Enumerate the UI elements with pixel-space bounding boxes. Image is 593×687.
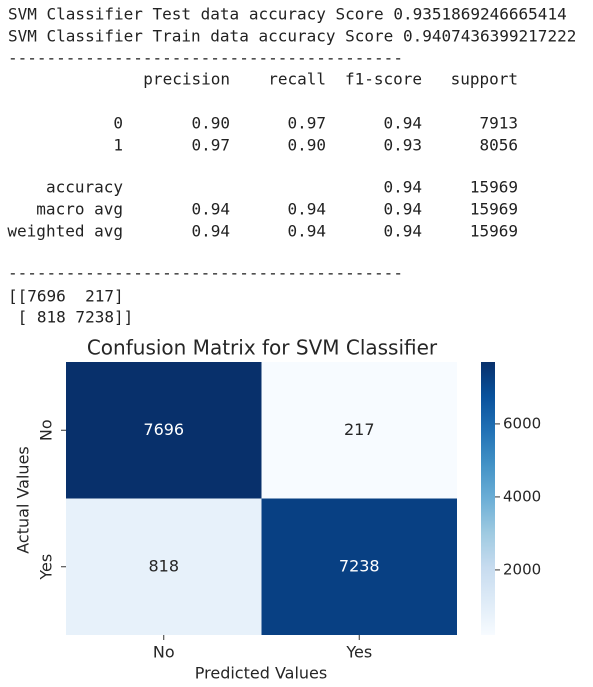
report-cell: 0.94 <box>191 200 230 219</box>
report-cell: 0.94 <box>287 222 326 241</box>
report-cell: 8056 <box>479 136 518 155</box>
report-header: recall <box>268 70 326 89</box>
y-axis-label: Actual Values <box>14 446 33 553</box>
separator: ----------------------------------------… <box>8 49 403 68</box>
heatmap-cell <box>66 498 262 635</box>
cell-annotation: 7696 <box>143 420 184 439</box>
x-tick-label: Yes <box>345 643 372 662</box>
report-row-label: accuracy <box>46 178 123 197</box>
colorbar <box>481 362 495 635</box>
report-cell: 0.94 <box>287 200 326 219</box>
report-cell: 0.94 <box>383 178 422 197</box>
report-cell: 0.97 <box>287 114 326 133</box>
report-cell: 0.97 <box>191 136 230 155</box>
report-cell: 7913 <box>479 114 518 133</box>
chart-title: Confusion Matrix for SVM Classifier <box>87 336 438 360</box>
report-cell: 15969 <box>470 178 518 197</box>
heatmap-cell <box>261 498 457 635</box>
colorbar-tick-label: 6000 <box>503 414 541 432</box>
report-row-label: 0 <box>113 114 123 133</box>
cell-annotation: 7238 <box>339 556 380 575</box>
report-header: f1-score <box>345 70 422 89</box>
report-row-label: 1 <box>113 136 123 155</box>
report-row-label: macro avg <box>36 200 123 219</box>
report-cell: 0.90 <box>287 136 326 155</box>
heatmap-cell <box>261 362 457 499</box>
report-cell: 0.93 <box>383 136 422 155</box>
colorbar-tick-label: 4000 <box>503 487 541 505</box>
score-line: SVM Classifier Train data accuracy Score… <box>8 27 576 46</box>
x-tick-label: No <box>153 643 175 662</box>
cell-annotation: 818 <box>148 556 179 575</box>
report-cell: 0.94 <box>191 222 230 241</box>
report-cell: 15969 <box>470 200 518 219</box>
report-cell: 15969 <box>470 222 518 241</box>
x-axis-label: Predicted Values <box>195 664 327 683</box>
score-line: SVM Classifier Test data accuracy Score … <box>8 5 567 24</box>
report-header: support <box>451 70 518 89</box>
report-cell: 0.94 <box>383 200 422 219</box>
report-header: precision <box>143 70 230 89</box>
separator: ----------------------------------------… <box>8 264 403 283</box>
matrix-line: [ 818 7238]] <box>8 308 133 327</box>
y-tick-label: Yes <box>37 554 56 581</box>
report-cell: 0.94 <box>383 114 422 133</box>
report-cell: 0.90 <box>191 114 230 133</box>
heatmap-cell <box>66 362 262 499</box>
report-row-label: weighted avg <box>7 222 123 241</box>
cell-annotation: 217 <box>344 420 375 439</box>
report-cell: 0.94 <box>383 222 422 241</box>
y-tick-label: No <box>37 419 56 441</box>
colorbar-tick-label: 2000 <box>503 560 541 578</box>
matrix-line: [[7696 217] <box>8 287 124 306</box>
